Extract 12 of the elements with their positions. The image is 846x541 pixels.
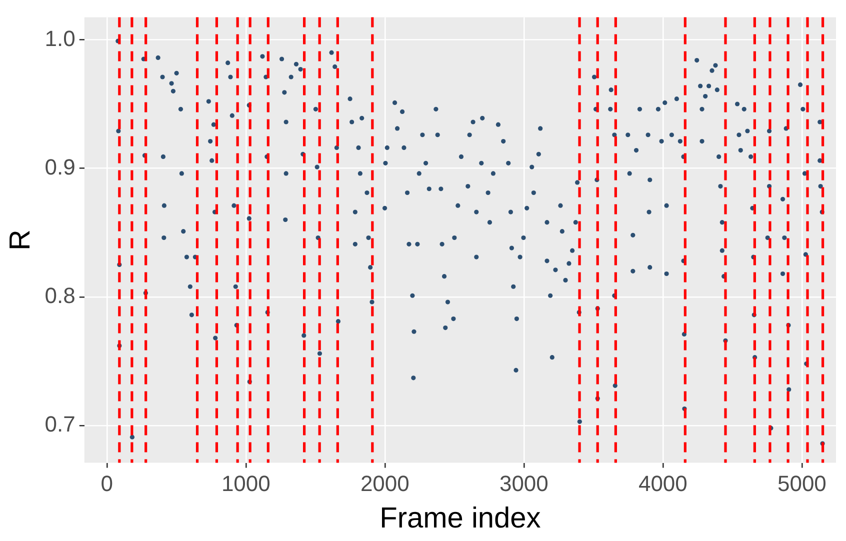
x-tick-label: 1000: [221, 471, 270, 496]
y-tick-label: 0.7: [44, 412, 76, 437]
x-axis-title: Frame index: [380, 502, 542, 535]
y-tick-label: 0.8: [44, 282, 76, 308]
y-tick-label: 0.9: [44, 154, 76, 180]
y-tick-label: 1.0: [44, 26, 76, 51]
y-axis-title: R: [4, 230, 36, 250]
x-tick-label: 4000: [638, 471, 688, 496]
x-tick-label: 0: [100, 471, 114, 496]
x-tick-label: 2000: [360, 471, 410, 496]
x-tick-label: 5000: [777, 471, 826, 496]
x-tick-label: 3000: [499, 471, 548, 496]
